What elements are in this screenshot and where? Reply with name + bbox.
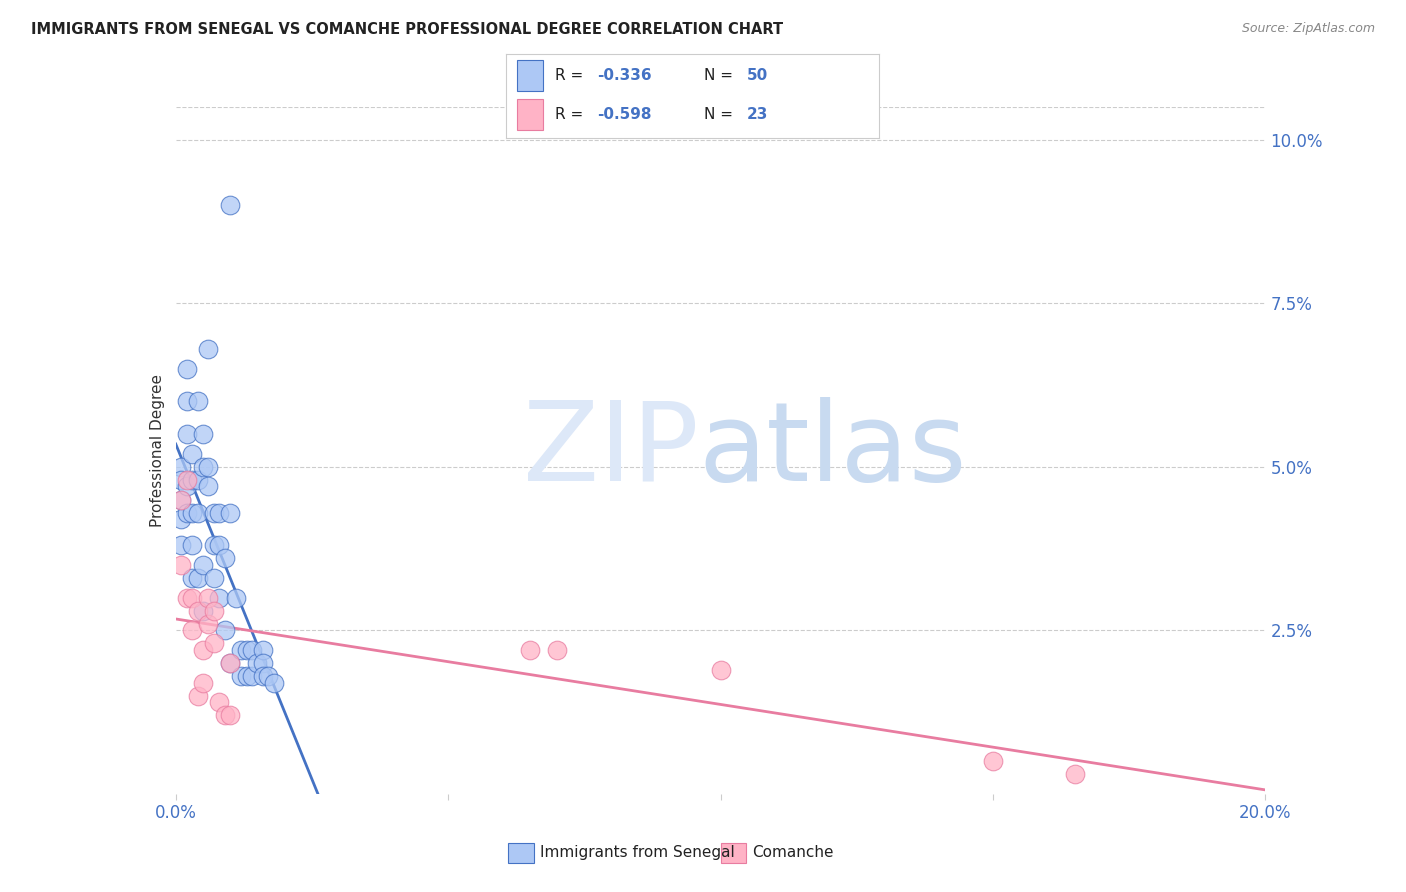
- Point: [186, 689, 209, 703]
- Point: [197, 459, 219, 474]
- FancyBboxPatch shape: [721, 843, 747, 863]
- Text: 23: 23: [747, 107, 768, 122]
- Text: atlas: atlas: [699, 397, 967, 504]
- Point: [191, 643, 214, 657]
- Point: [186, 604, 209, 618]
- Text: ZIP: ZIP: [523, 397, 699, 504]
- Point: [170, 473, 193, 487]
- Text: R =: R =: [554, 107, 588, 122]
- Point: [176, 506, 198, 520]
- Point: [176, 394, 198, 409]
- Text: IMMIGRANTS FROM SENEGAL VS COMANCHE PROFESSIONAL DEGREE CORRELATION CHART: IMMIGRANTS FROM SENEGAL VS COMANCHE PROF…: [31, 22, 783, 37]
- Point: [214, 551, 236, 566]
- Text: N =: N =: [703, 107, 738, 122]
- Point: [181, 473, 204, 487]
- Point: [176, 427, 198, 442]
- Point: [240, 669, 263, 683]
- Text: Immigrants from Senegal: Immigrants from Senegal: [540, 846, 734, 860]
- Point: [219, 708, 242, 723]
- Point: [202, 506, 225, 520]
- Point: [219, 656, 242, 670]
- Point: [546, 643, 568, 657]
- Point: [181, 571, 204, 585]
- Point: [191, 604, 214, 618]
- Point: [191, 427, 214, 442]
- Point: [181, 538, 204, 552]
- Point: [519, 643, 541, 657]
- Point: [197, 616, 219, 631]
- Point: [197, 342, 219, 356]
- FancyBboxPatch shape: [517, 61, 543, 91]
- Point: [981, 754, 1004, 768]
- Point: [202, 604, 225, 618]
- Point: [170, 492, 193, 507]
- Point: [214, 624, 236, 638]
- Point: [186, 506, 209, 520]
- Point: [191, 459, 214, 474]
- Point: [710, 663, 733, 677]
- Point: [181, 624, 204, 638]
- Point: [208, 591, 231, 605]
- Point: [231, 643, 253, 657]
- Text: -0.336: -0.336: [598, 68, 652, 83]
- Point: [219, 656, 242, 670]
- Point: [181, 591, 204, 605]
- Point: [191, 558, 214, 572]
- Point: [176, 361, 198, 376]
- Text: Comanche: Comanche: [752, 846, 834, 860]
- Point: [181, 447, 204, 461]
- Text: 50: 50: [747, 68, 768, 83]
- Point: [197, 591, 219, 605]
- Point: [225, 591, 247, 605]
- Point: [176, 591, 198, 605]
- Point: [263, 675, 285, 690]
- Point: [1063, 767, 1085, 781]
- Text: N =: N =: [703, 68, 738, 83]
- Point: [231, 669, 253, 683]
- Point: [186, 394, 209, 409]
- Point: [257, 669, 280, 683]
- Point: [186, 473, 209, 487]
- Point: [202, 538, 225, 552]
- Point: [170, 459, 193, 474]
- FancyBboxPatch shape: [517, 99, 543, 130]
- Point: [235, 643, 257, 657]
- Point: [170, 512, 193, 526]
- Point: [219, 198, 242, 212]
- Y-axis label: Professional Degree: Professional Degree: [149, 374, 165, 527]
- Point: [246, 656, 269, 670]
- Point: [176, 473, 198, 487]
- Point: [208, 538, 231, 552]
- Point: [176, 479, 198, 493]
- Point: [170, 558, 193, 572]
- Point: [252, 643, 274, 657]
- Point: [240, 643, 263, 657]
- Point: [170, 538, 193, 552]
- Point: [235, 669, 257, 683]
- Point: [191, 675, 214, 690]
- Point: [202, 636, 225, 650]
- Text: R =: R =: [554, 68, 588, 83]
- Point: [181, 506, 204, 520]
- Point: [197, 479, 219, 493]
- FancyBboxPatch shape: [508, 843, 534, 863]
- Point: [170, 492, 193, 507]
- Point: [252, 656, 274, 670]
- Point: [208, 695, 231, 709]
- Point: [252, 669, 274, 683]
- Point: [214, 708, 236, 723]
- Text: -0.598: -0.598: [598, 107, 652, 122]
- Point: [208, 506, 231, 520]
- Point: [186, 571, 209, 585]
- Point: [202, 571, 225, 585]
- Point: [219, 506, 242, 520]
- Text: Source: ZipAtlas.com: Source: ZipAtlas.com: [1241, 22, 1375, 36]
